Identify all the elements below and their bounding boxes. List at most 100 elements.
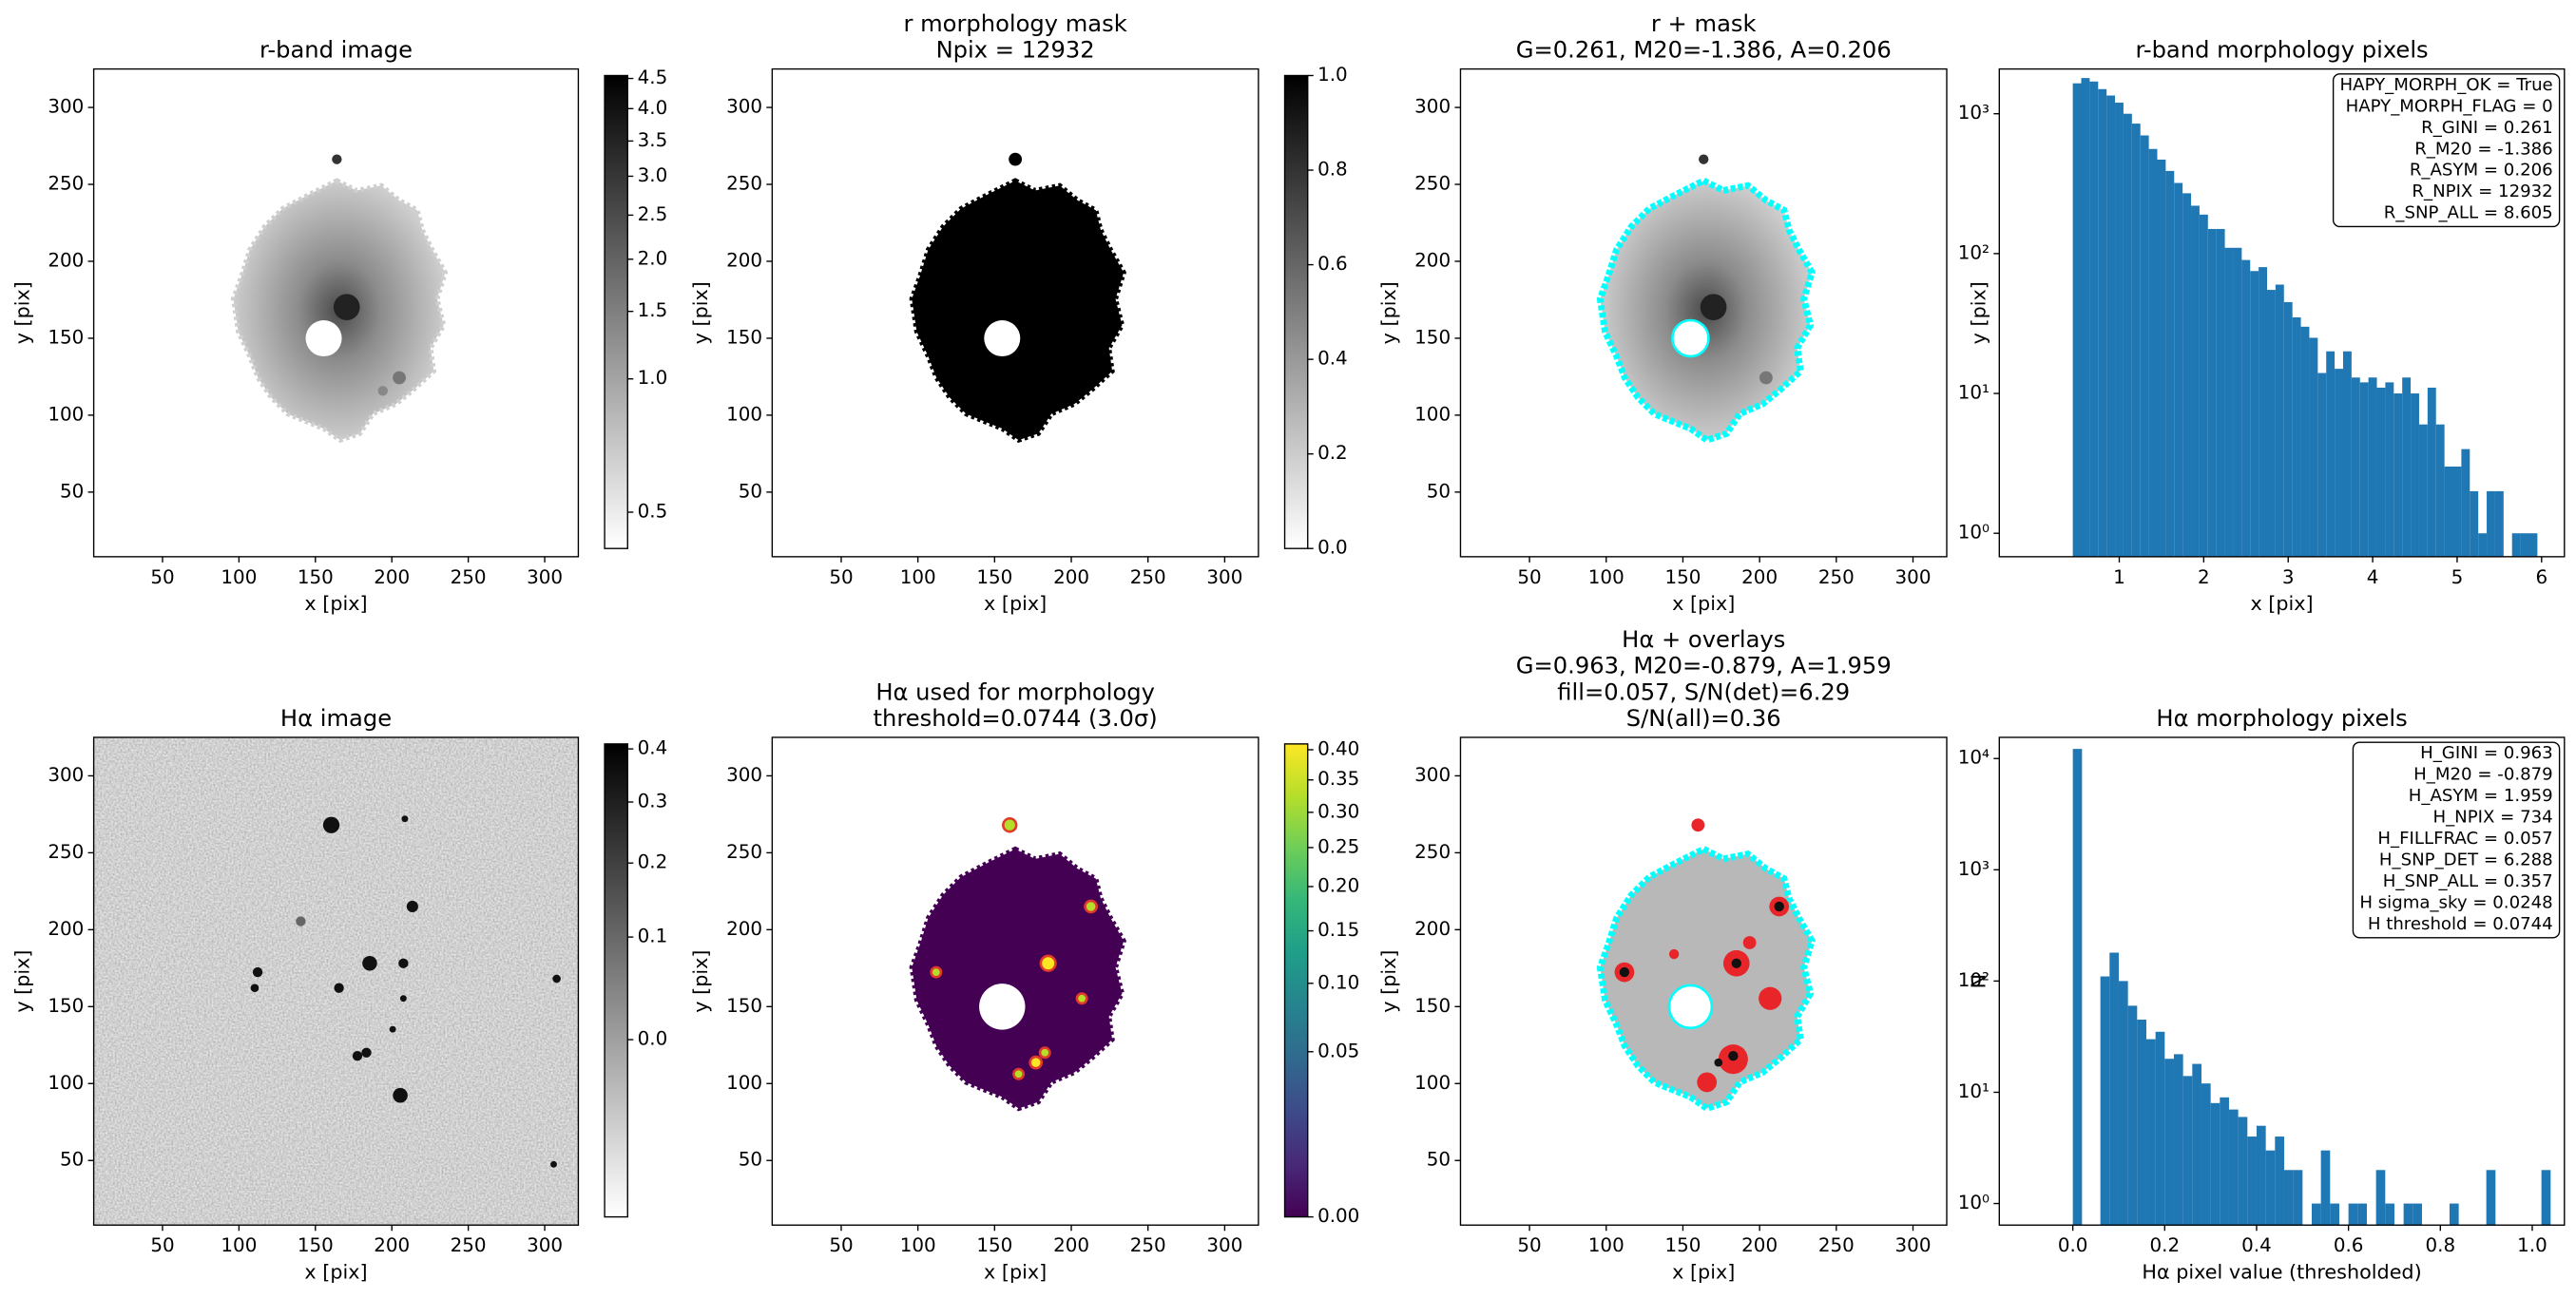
bar <box>2444 466 2453 557</box>
colorbar-tick-label: 0.25 <box>1317 835 1359 857</box>
bar <box>2486 1170 2496 1226</box>
y-tick-label: 200 <box>1414 249 1451 271</box>
x-tick-label: 250 <box>1130 566 1166 588</box>
x-tick-label: 300 <box>527 1234 563 1256</box>
y-axis-label: y [pix] <box>1377 950 1400 1013</box>
colorbar-tick-label: 3.0 <box>638 164 668 186</box>
y-tick-label: 100 <box>48 403 84 425</box>
x-tick-label: 150 <box>1664 1234 1701 1256</box>
x-tick-label: 3 <box>2282 566 2295 588</box>
y-tick-label: 250 <box>1414 173 1451 195</box>
colorbar-tick-label: 0.3 <box>638 791 668 812</box>
source <box>250 984 260 993</box>
x-tick-label: 50 <box>150 566 174 588</box>
annotation: H_GINI = 0.963 <box>2420 743 2553 763</box>
colorbar-tick-label: 1.5 <box>638 299 668 321</box>
bar <box>2081 78 2090 557</box>
y-tick-label: 300 <box>1414 764 1451 786</box>
y-tick-label: 300 <box>726 96 762 118</box>
y-tick-label: 50 <box>1427 1149 1451 1171</box>
y-tick-label: 10¹ <box>1958 382 1990 404</box>
colorbar-tick-label: 0.8 <box>1317 159 1348 181</box>
source <box>1774 901 1784 912</box>
y-tick-label: 50 <box>739 1149 762 1171</box>
colorbar-tick-label: 0.40 <box>1317 737 1359 759</box>
annotation: R_NPIX = 12932 <box>2412 181 2552 201</box>
chart-title: Hα image <box>280 705 392 732</box>
colorbar-tick-label: 0.00 <box>1317 1205 1359 1227</box>
bar <box>2173 1054 2183 1226</box>
source <box>389 1025 396 1033</box>
y-tick-label: 100 <box>726 403 762 425</box>
bar <box>2357 1203 2367 1226</box>
x-tick-label: 50 <box>1517 1234 1541 1256</box>
x-tick-label: 0.4 <box>2241 1234 2272 1256</box>
bar <box>2385 1203 2394 1226</box>
sources <box>930 817 1098 1080</box>
hole <box>979 984 1026 1030</box>
colorbar-tick-label: 0.30 <box>1317 800 1359 822</box>
x-tick-label: 250 <box>451 1234 487 1256</box>
bar <box>2115 103 2124 557</box>
bar <box>2461 449 2470 557</box>
bar <box>2241 259 2251 557</box>
source <box>1731 958 1741 968</box>
bar <box>2418 424 2428 557</box>
bar <box>2109 952 2119 1226</box>
chart-title: G=0.963, M20=-0.879, A=1.959 <box>1516 653 1892 679</box>
bar <box>2106 95 2116 557</box>
colorbar-tick-label: 0.4 <box>1317 348 1348 370</box>
y-tick-label: 250 <box>726 173 762 195</box>
x-tick-label: 6 <box>2535 566 2547 588</box>
bar <box>2403 1203 2413 1226</box>
x-tick-label: 100 <box>1588 1234 1624 1256</box>
annotation: H sigma_sky = 0.0248 <box>2359 893 2552 913</box>
bar <box>2330 1203 2339 1226</box>
colorbar <box>1283 74 1309 549</box>
core <box>333 294 360 320</box>
annotation: R_GINI = 0.261 <box>2421 118 2553 138</box>
source <box>1714 1058 1723 1067</box>
annotation: H_SNP_DET = 6.288 <box>2379 850 2553 870</box>
x-tick-label: 200 <box>1741 566 1778 588</box>
axes-frame <box>92 736 580 1226</box>
x-tick-label: 200 <box>374 566 410 588</box>
x-tick-label: 150 <box>298 1234 334 1256</box>
bar <box>2435 424 2445 557</box>
axes-frame <box>771 736 1259 1226</box>
y-axis-label: y [pix] <box>10 950 33 1013</box>
chart-title: G=0.261, M20=-1.386, A=0.206 <box>1516 37 1892 64</box>
axes-frame <box>92 67 580 558</box>
axes-frame <box>1998 67 2566 558</box>
hole <box>1671 318 1710 358</box>
y-tick-label: 300 <box>48 764 84 786</box>
hole <box>1667 984 1714 1030</box>
bar <box>2238 1117 2248 1226</box>
image-r <box>234 154 446 440</box>
y-tick-label: 150 <box>1414 326 1451 348</box>
colorbar-tick-label: 4.0 <box>638 97 668 119</box>
annotation: H_M20 = -0.879 <box>2413 765 2553 785</box>
bar <box>2478 533 2488 557</box>
image-ha-overlay <box>1600 818 1812 1108</box>
colorbar-tick-label: 0.6 <box>1317 253 1348 275</box>
x-tick-label: 2 <box>2198 566 2210 588</box>
bar <box>2348 1203 2358 1226</box>
core <box>1700 294 1727 320</box>
region <box>1668 948 1680 960</box>
chart-title: S/N(all)=0.36 <box>1626 705 1781 732</box>
bar <box>2317 373 2327 557</box>
chart-title: fill=0.057, S/N(det)=6.29 <box>1557 678 1850 705</box>
chart-title: Npix = 12932 <box>936 37 1095 64</box>
sources <box>250 815 561 1168</box>
annotation-box <box>2332 73 2561 228</box>
bar <box>2511 533 2521 557</box>
bar <box>2140 135 2149 557</box>
hole <box>305 319 342 357</box>
annotation: H_NPIX = 734 <box>2432 808 2552 828</box>
bar <box>2157 159 2166 557</box>
x-tick-label: 150 <box>976 1234 1012 1256</box>
y-tick-label: 10⁴ <box>1958 747 1990 769</box>
bar <box>2224 247 2234 557</box>
bar <box>2233 247 2242 557</box>
